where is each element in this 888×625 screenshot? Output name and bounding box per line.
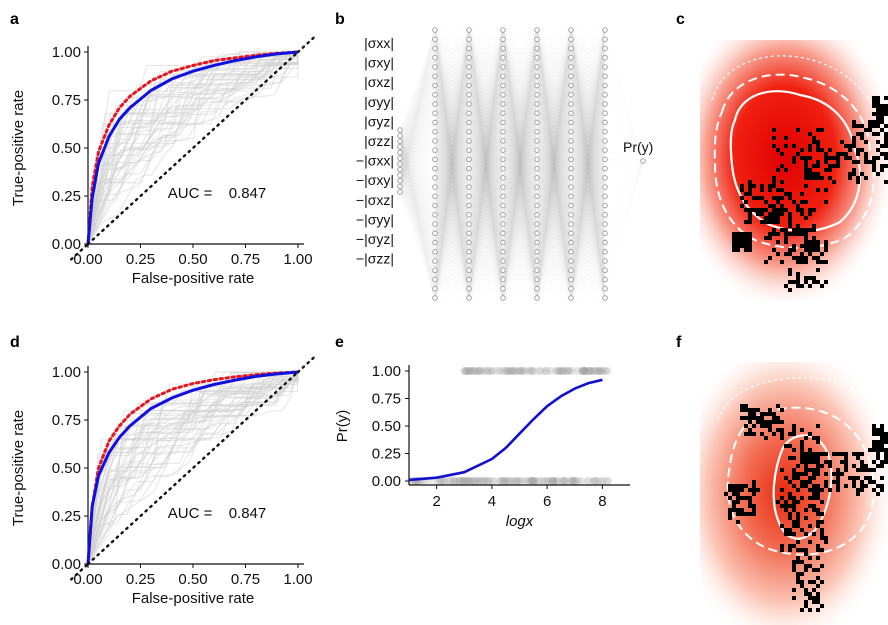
roc-a-series-blue-solid <box>86 50 299 245</box>
roc-d-y-tick-label: 0.75 <box>52 412 81 429</box>
roc-a-individual-curve <box>87 52 299 245</box>
roc-a-individual-curves <box>87 51 299 245</box>
roc-a-individual-curve <box>87 51 298 245</box>
roc-d-y-tick-label: 1.00 <box>52 364 81 381</box>
roc-d-x-tick-label: 0.25 <box>126 571 155 588</box>
roc-a-individual-curve <box>87 51 298 245</box>
roc-a-x-label: False-positive rate <box>132 270 255 287</box>
roc-d-x-tick-label: 0.75 <box>231 571 260 588</box>
roc-a-auc-value: 0.847 <box>229 185 267 202</box>
roc-a-x-tick-label: 0.50 <box>178 251 207 268</box>
panel-label-e: e <box>335 334 344 351</box>
roc-d-y-tick-label: 0.50 <box>52 460 81 477</box>
roc-a-individual-curve <box>87 51 298 245</box>
roc-d-x-label: False-positive rate <box>132 590 255 607</box>
roc-a-individual-curve <box>87 51 298 245</box>
roc-d-auc-annotation: AUC = <box>168 505 213 522</box>
roc-a-series-black-dotted <box>86 50 300 246</box>
roc-d-auc-value: 0.847 <box>229 505 267 522</box>
roc-d-individual-curve <box>87 371 299 565</box>
roc-chart-a: 0.00 0.25 0.50 0.75 1.00 0.00 0.25 0.50 0.75 1.00… <box>10 35 316 287</box>
roc-d-individual-curve <box>87 372 299 565</box>
roc-d-x-tick-label: 0.00 <box>73 571 102 588</box>
roc-a-x-tick-label: 0.00 <box>73 251 102 268</box>
roc-d-diagonal-extension <box>69 562 90 581</box>
roc-a-y-tick-label: 0.00 <box>52 236 81 253</box>
roc-a-individual-curve <box>87 51 299 245</box>
roc-a-y-tick-label: 0.50 <box>52 140 81 157</box>
network-connections <box>400 30 643 298</box>
panel-label-b: b <box>335 11 345 28</box>
roc-d-series-red-dotted <box>86 370 300 566</box>
panel-label-d: d <box>10 334 20 351</box>
roc-a-x-tick-label: 0.75 <box>231 251 260 268</box>
roc-a-auc-annotation: AUC = <box>168 185 213 202</box>
roc-a-y-tick-label: 0.75 <box>52 92 81 109</box>
roc-a-y-tick-label: 1.00 <box>52 44 81 61</box>
roc-a-diagonal-extension <box>69 242 90 261</box>
roc-d-y-tick-label: 0.25 <box>52 508 81 525</box>
roc-d-x-tick-label: 1.00 <box>283 571 312 588</box>
roc-chart-d: 0.00 0.25 0.50 0.75 1.00 0.00 0.25 0.50 0.75 1.00… <box>10 355 316 607</box>
panel-label-c: c <box>676 11 685 28</box>
roc-a-y-label: True-positive rate <box>10 90 27 206</box>
roc-d-diagonal-extension <box>296 355 316 374</box>
roc-a-y-tick-label: 0.25 <box>52 188 81 205</box>
roc-d-individual-curve <box>87 371 298 565</box>
roc-a-individual-curve <box>87 52 299 245</box>
roc-d-series-blue-solid <box>86 370 299 565</box>
panel-label-f: f <box>676 334 682 351</box>
roc-a-x-tick-label: 1.00 <box>283 251 312 268</box>
roc-a-x-tick-label: 0.25 <box>126 251 155 268</box>
roc-d-y-tick-label: 0.00 <box>52 556 81 573</box>
roc-d-x-tick-label: 0.50 <box>178 571 207 588</box>
roc-d-individual-curve <box>87 371 298 565</box>
roc-d-individual-curve <box>87 372 299 565</box>
roc-a-individual-curve <box>87 52 299 245</box>
roc-d-series-black-dotted <box>86 370 300 566</box>
panel-label-a: a <box>10 11 19 28</box>
roc-d-individual-curve <box>87 371 299 565</box>
network-diagram: |σxx||σxy||σxz||σyy||σyz||σzz|−|σxx|−|σx… <box>356 27 653 301</box>
roc-d-individual-curve <box>87 371 298 565</box>
roc-d-y-label: True-positive rate <box>10 410 27 526</box>
roc-a-series-red-dotted <box>86 50 300 246</box>
roc-a-diagonal-extension <box>296 35 316 54</box>
